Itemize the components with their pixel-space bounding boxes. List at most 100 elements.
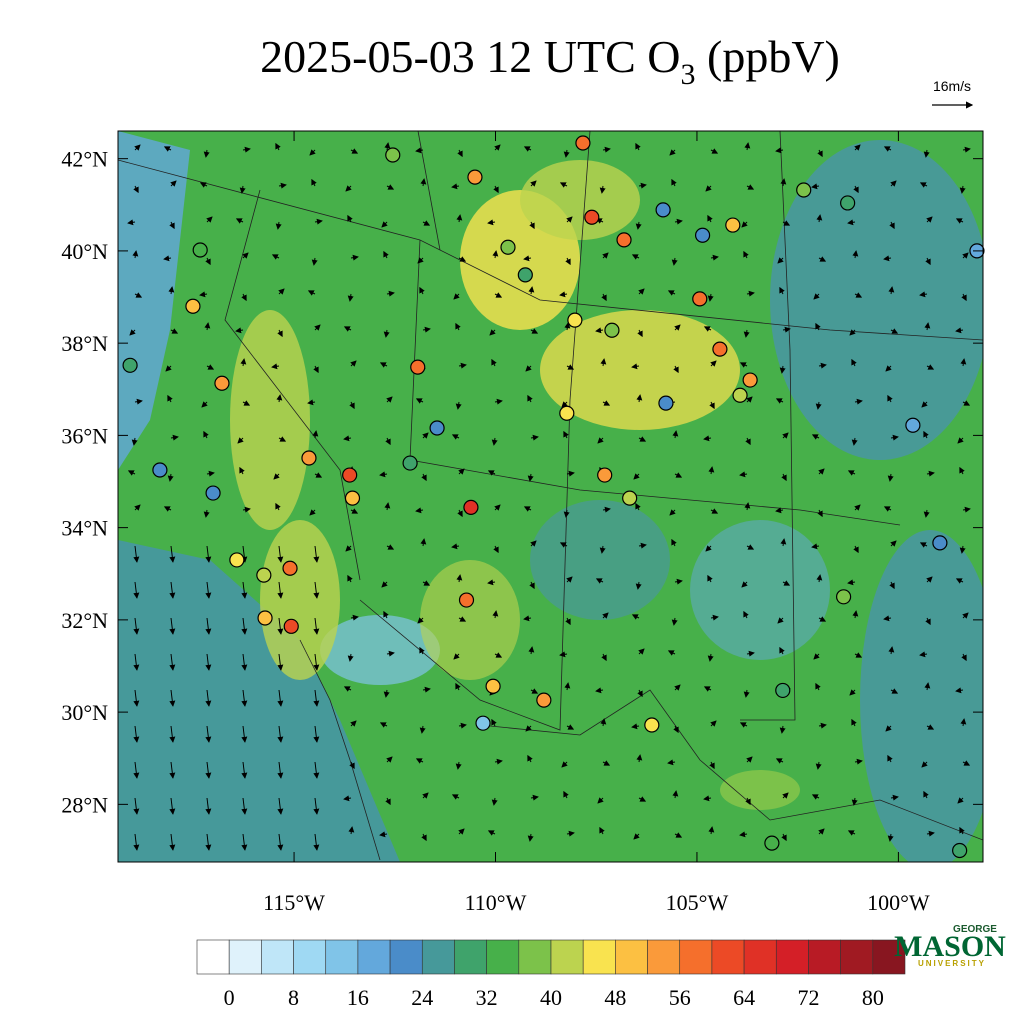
wind-arrow bbox=[241, 797, 248, 815]
colorbar-box bbox=[711, 939, 745, 975]
wind-arrow bbox=[710, 254, 719, 261]
wind-arrow bbox=[671, 617, 678, 626]
wind-arrow bbox=[421, 473, 427, 482]
wind-arrow bbox=[779, 646, 785, 655]
wind-arrow bbox=[959, 185, 966, 194]
wind-arrow bbox=[458, 256, 467, 262]
station bbox=[402, 455, 418, 471]
wind-arrow bbox=[673, 725, 679, 734]
wind-arrow bbox=[455, 322, 461, 331]
wind-arrow bbox=[494, 292, 503, 298]
wind-arrow bbox=[129, 329, 136, 336]
wind-arrow bbox=[777, 257, 784, 264]
colorbar-label: 8 bbox=[288, 985, 299, 1010]
wind-arrow bbox=[847, 470, 856, 476]
wind-arrow bbox=[566, 364, 575, 370]
wind-arrow bbox=[815, 761, 822, 770]
wind-arrow bbox=[241, 293, 247, 302]
wind-arrow bbox=[277, 689, 284, 707]
wind-arrow bbox=[278, 182, 287, 189]
wind-arrow bbox=[277, 653, 284, 671]
wind-arrow bbox=[961, 293, 967, 302]
station bbox=[764, 835, 780, 851]
wind-arrow bbox=[709, 761, 715, 770]
wind-arrow bbox=[133, 545, 140, 563]
wind-arrow bbox=[597, 797, 604, 804]
wind-arrow bbox=[133, 581, 140, 599]
station bbox=[185, 298, 201, 314]
station bbox=[584, 209, 600, 225]
wind-arrow bbox=[273, 473, 280, 480]
wind-arrow bbox=[847, 830, 856, 836]
station bbox=[229, 552, 245, 568]
wind-arrow bbox=[631, 254, 640, 260]
wind-arrow bbox=[885, 365, 892, 372]
colorbar-box bbox=[389, 939, 423, 975]
wind-arrow bbox=[599, 185, 606, 194]
wind-arrow bbox=[921, 761, 928, 768]
wind-arrow bbox=[386, 396, 393, 403]
station bbox=[840, 195, 856, 211]
station bbox=[597, 467, 613, 483]
station bbox=[712, 341, 728, 357]
wind-arrow bbox=[775, 507, 784, 514]
logo-top: GEORGE bbox=[953, 924, 997, 935]
wind-arrow bbox=[235, 327, 244, 334]
wind-arrow bbox=[523, 506, 532, 512]
wind-arrow bbox=[672, 430, 679, 439]
wind-arrow bbox=[458, 616, 467, 622]
wind-arrow bbox=[926, 470, 935, 477]
colorbar-box bbox=[615, 939, 648, 975]
wind-arrow bbox=[566, 724, 575, 730]
wind-arrow bbox=[313, 653, 320, 671]
wind-arrow bbox=[241, 617, 248, 635]
wind-arrow bbox=[491, 718, 497, 727]
wind-arrow bbox=[419, 286, 425, 295]
wind-arrow bbox=[561, 761, 568, 768]
wind-arrow bbox=[811, 183, 820, 190]
wind-arrow bbox=[386, 544, 395, 550]
station bbox=[342, 467, 358, 483]
colorbar-box bbox=[679, 939, 713, 975]
lon-tick-label: 110°W bbox=[465, 890, 527, 915]
station bbox=[616, 232, 632, 248]
wind-arrow bbox=[169, 581, 176, 599]
wind-arrow bbox=[600, 718, 607, 727]
colorbar-label: 48 bbox=[604, 985, 626, 1010]
wind-arrow bbox=[745, 437, 751, 446]
wind-arrow bbox=[204, 322, 211, 331]
wind-arrow bbox=[379, 362, 388, 368]
wind-arrow bbox=[169, 689, 176, 707]
wind-arrow bbox=[275, 142, 281, 151]
wind-arrow bbox=[134, 504, 141, 511]
wind-arrow bbox=[386, 184, 395, 190]
wind-arrow bbox=[349, 401, 355, 410]
wind-arrow bbox=[350, 254, 359, 261]
wind-arrow bbox=[709, 401, 715, 410]
wind-arrow bbox=[924, 682, 931, 691]
wind-arrow bbox=[852, 610, 859, 619]
wind-arrow bbox=[962, 760, 971, 766]
wind-arrow bbox=[379, 471, 388, 478]
wind-arrow bbox=[313, 833, 320, 851]
wind-arrow bbox=[673, 365, 679, 374]
wind-arrow bbox=[457, 509, 463, 518]
wind-arrow bbox=[962, 146, 971, 153]
wind-arrow bbox=[849, 689, 856, 696]
wind-arrow bbox=[530, 180, 537, 187]
wind-arrow bbox=[775, 147, 784, 154]
wind-arrow bbox=[811, 543, 820, 550]
wind-arrow bbox=[349, 761, 355, 770]
station bbox=[952, 842, 968, 859]
wind-arrow bbox=[275, 502, 281, 511]
wind-arrow bbox=[492, 610, 499, 619]
wind-arrow bbox=[343, 326, 352, 332]
wind-arrow bbox=[206, 470, 215, 477]
station bbox=[692, 291, 708, 307]
wind-arrow bbox=[169, 545, 176, 563]
lat-tick-label: 42°N bbox=[61, 147, 108, 172]
colorbar-box bbox=[550, 939, 584, 975]
wind-arrow bbox=[710, 508, 719, 514]
wind-arrow bbox=[168, 286, 175, 295]
wind-arrow bbox=[710, 148, 719, 154]
